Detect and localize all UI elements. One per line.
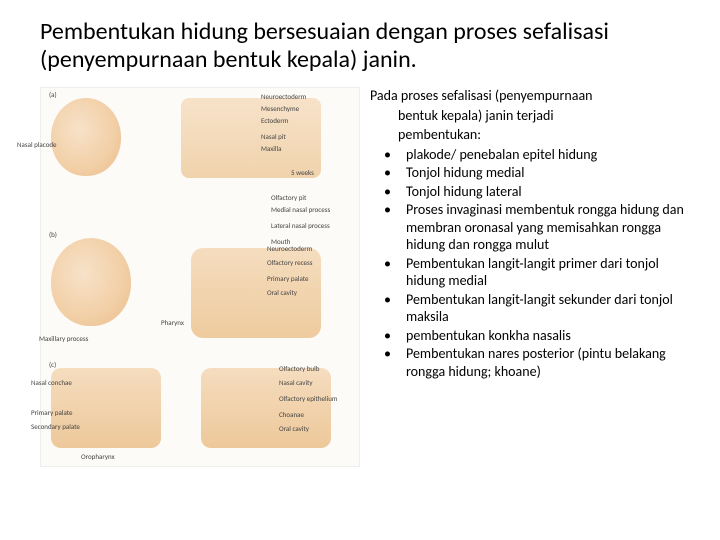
neuroectoderm-label: Neuroectoderm — [261, 92, 306, 101]
text-column: Pada proses sefalisasi (penyempurnaan be… — [370, 87, 692, 467]
bullet-item: Proses invaginasi membentuk rongga hidun… — [378, 201, 692, 254]
bullet-item: Pembentukan nares posterior (pintu belak… — [378, 345, 692, 380]
oral-cavity2-label: Oral cavity — [279, 424, 309, 433]
neuroectoderm2-label: Neuroectoderm — [267, 244, 312, 253]
content-row: (a) Nasal placode Neuroectoderm Mesenchy… — [40, 87, 692, 467]
intro-line1: Pada proses sefalisasi (penyempurnaan — [370, 87, 692, 105]
bullet-list: plakode/ penebalan epitel hidung Tonjol … — [370, 146, 692, 381]
maxillary-process-label: Maxillary process — [39, 334, 88, 343]
olfactory-recess-label: Olfactory recess — [267, 258, 313, 267]
anatomy-figure: (a) Nasal placode Neuroectoderm Mesenchy… — [40, 87, 360, 467]
intro-line2: bentuk kepala) janin terjadi — [370, 107, 692, 125]
choanae-label: Choanae — [279, 410, 304, 419]
pharynx-label: Pharynx — [161, 318, 184, 327]
oropharynx-label: Oropharynx — [81, 452, 115, 461]
slide-title: Pembentukan hidung bersesuaian dengan pr… — [40, 18, 692, 73]
oral-cavity-label: Oral cavity — [267, 288, 297, 297]
bullet-item: plakode/ penebalan epitel hidung — [378, 146, 692, 164]
medial-nasal-label: Medial nasal process — [271, 205, 330, 214]
bullet-item: Tonjol hidung lateral — [378, 183, 692, 201]
primary-palate2-label: Primary palate — [31, 408, 73, 417]
bullet-item: Tonjol hidung medial — [378, 164, 692, 182]
bullet-item: Pembentukan langit-langit sekunder dari … — [378, 291, 692, 326]
bullet-item: pembentukan konkha nasalis — [378, 327, 692, 345]
maxilla-label: Maxilla — [261, 144, 281, 153]
panel-a-label: (a) — [49, 90, 57, 99]
ectoderm-label: Ectoderm — [261, 116, 288, 125]
mesenchyme-label: Mesenchyme — [261, 104, 299, 113]
nasal-conchae-label: Nasal conchae — [31, 378, 72, 387]
panel-b-label: (b) — [49, 230, 57, 239]
intro-line3: pembentukan: — [370, 126, 692, 144]
panel-c-label: (c) — [49, 360, 56, 369]
nasal-pit-label: Nasal pit — [261, 132, 286, 141]
weeks5-label: 5 weeks — [291, 168, 314, 177]
olfactory-bulb-label: Olfactory bulb — [279, 364, 319, 373]
primary-palate-label: Primary palate — [267, 274, 309, 283]
bullet-item: Pembentukan langit-langit primer dari to… — [378, 255, 692, 290]
figure-column: (a) Nasal placode Neuroectoderm Mesenchy… — [40, 87, 360, 467]
lateral-nasal-label: Lateral nasal process — [271, 221, 330, 230]
olfactory-epithelium-label: Olfactory epithelium — [279, 394, 338, 403]
secondary-palate-label: Secondary palate — [31, 422, 80, 431]
olfactory-pit-label: Olfactory pit — [271, 193, 306, 202]
nasal-placode-label: Nasal placode — [17, 140, 57, 149]
nasal-cavity-label: Nasal cavity — [279, 378, 313, 387]
